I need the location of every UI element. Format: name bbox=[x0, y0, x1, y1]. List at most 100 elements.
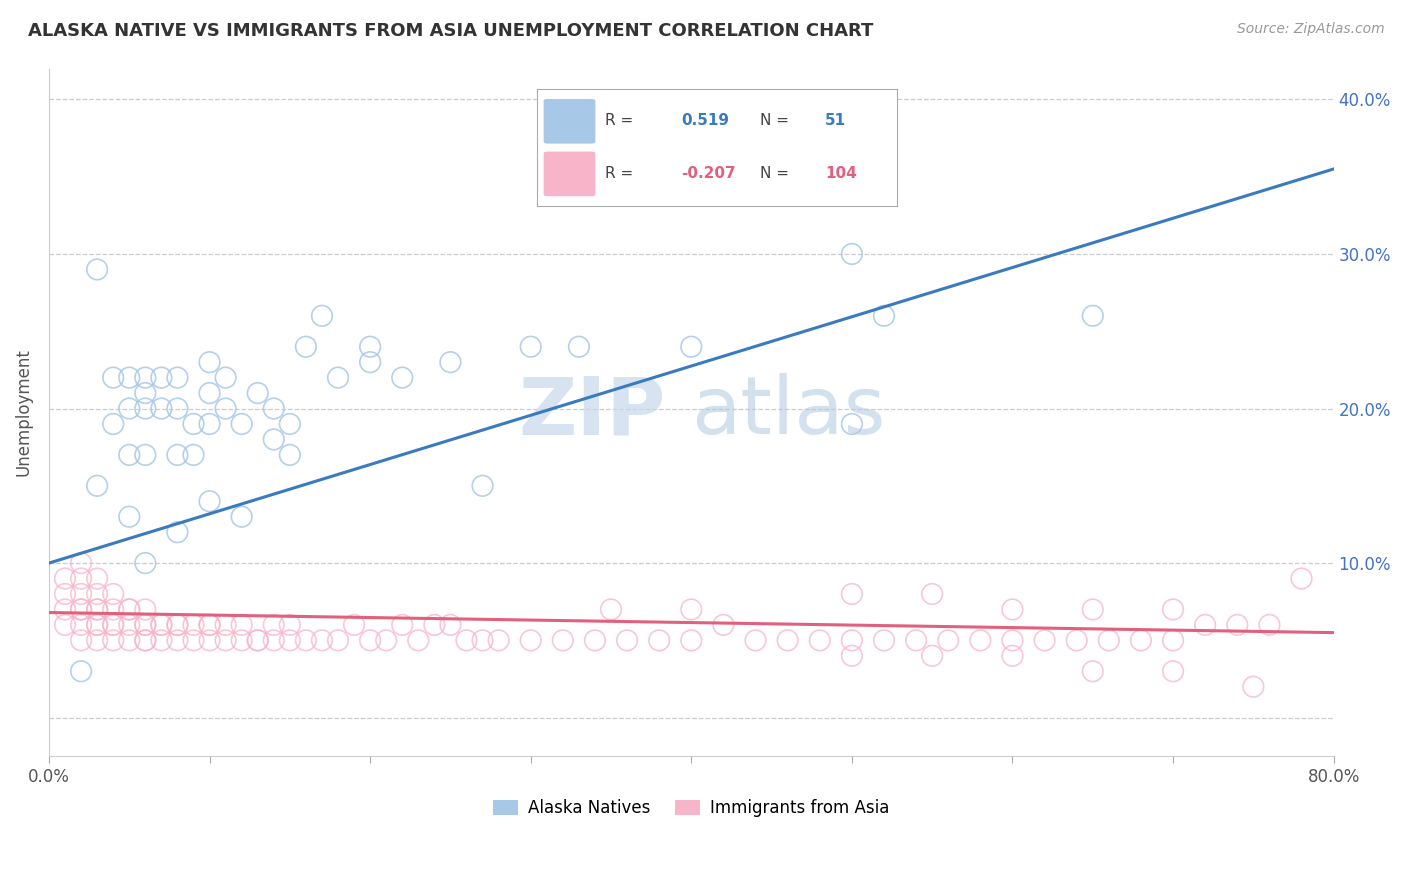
Point bbox=[1161, 633, 1184, 648]
Point bbox=[70, 665, 93, 679]
Point bbox=[1066, 633, 1088, 648]
Point bbox=[936, 633, 959, 648]
Point bbox=[326, 633, 349, 648]
Point bbox=[198, 618, 221, 632]
Point bbox=[118, 401, 141, 416]
Point bbox=[134, 633, 156, 648]
Point bbox=[198, 618, 221, 632]
Point bbox=[70, 572, 93, 586]
Point bbox=[359, 340, 381, 354]
Point bbox=[134, 556, 156, 570]
Point bbox=[166, 370, 188, 384]
Point bbox=[86, 633, 108, 648]
Point bbox=[1081, 309, 1104, 323]
Point bbox=[1001, 648, 1024, 663]
Point bbox=[391, 370, 413, 384]
Point bbox=[231, 618, 253, 632]
Point bbox=[841, 417, 863, 431]
Point bbox=[166, 618, 188, 632]
Point bbox=[343, 618, 366, 632]
Point bbox=[681, 340, 703, 354]
Point bbox=[150, 618, 173, 632]
Point bbox=[86, 602, 108, 616]
Point bbox=[600, 602, 623, 616]
Point bbox=[969, 633, 991, 648]
Point bbox=[118, 633, 141, 648]
Point bbox=[86, 587, 108, 601]
Point bbox=[1194, 618, 1216, 632]
Point bbox=[150, 618, 173, 632]
Point bbox=[86, 479, 108, 493]
Point bbox=[214, 401, 236, 416]
Point bbox=[295, 633, 318, 648]
Point bbox=[713, 618, 735, 632]
Point bbox=[86, 618, 108, 632]
Point bbox=[150, 370, 173, 384]
Point bbox=[70, 633, 93, 648]
Point bbox=[439, 618, 461, 632]
Point bbox=[263, 433, 285, 447]
Point bbox=[471, 633, 494, 648]
Point bbox=[198, 417, 221, 431]
Point bbox=[263, 633, 285, 648]
Point bbox=[118, 509, 141, 524]
Point bbox=[519, 633, 541, 648]
Point bbox=[295, 340, 318, 354]
Point bbox=[841, 247, 863, 261]
Point bbox=[166, 401, 188, 416]
Point bbox=[198, 386, 221, 401]
Point bbox=[713, 138, 735, 153]
Point bbox=[583, 633, 606, 648]
Point bbox=[921, 587, 943, 601]
Point bbox=[103, 417, 125, 431]
Point bbox=[921, 648, 943, 663]
Point bbox=[408, 633, 430, 648]
Point bbox=[263, 401, 285, 416]
Point bbox=[214, 618, 236, 632]
Point bbox=[134, 618, 156, 632]
Point bbox=[134, 618, 156, 632]
Point bbox=[456, 633, 478, 648]
Point bbox=[118, 448, 141, 462]
Point bbox=[198, 355, 221, 369]
Point bbox=[1001, 602, 1024, 616]
Point bbox=[214, 370, 236, 384]
Point bbox=[198, 633, 221, 648]
Point bbox=[905, 633, 928, 648]
Point bbox=[166, 618, 188, 632]
Point bbox=[873, 309, 896, 323]
Point bbox=[519, 340, 541, 354]
Point bbox=[53, 602, 76, 616]
Point bbox=[150, 401, 173, 416]
Point bbox=[808, 633, 831, 648]
Point bbox=[1241, 680, 1264, 694]
Point bbox=[1033, 633, 1056, 648]
Point bbox=[246, 633, 269, 648]
Point bbox=[86, 618, 108, 632]
Point bbox=[1081, 602, 1104, 616]
Point bbox=[53, 572, 76, 586]
Point bbox=[1129, 633, 1152, 648]
Point bbox=[439, 355, 461, 369]
Point bbox=[118, 618, 141, 632]
Point bbox=[776, 633, 799, 648]
Point bbox=[53, 587, 76, 601]
Point bbox=[231, 509, 253, 524]
Point bbox=[118, 602, 141, 616]
Point bbox=[1161, 665, 1184, 679]
Point bbox=[183, 417, 205, 431]
Point bbox=[103, 633, 125, 648]
Legend: Alaska Natives, Immigrants from Asia: Alaska Natives, Immigrants from Asia bbox=[486, 792, 897, 823]
Point bbox=[681, 602, 703, 616]
Point bbox=[1161, 602, 1184, 616]
Point bbox=[103, 587, 125, 601]
Point bbox=[103, 602, 125, 616]
Point bbox=[103, 370, 125, 384]
Point bbox=[134, 602, 156, 616]
Y-axis label: Unemployment: Unemployment bbox=[15, 349, 32, 476]
Point bbox=[246, 386, 269, 401]
Point bbox=[231, 417, 253, 431]
Point bbox=[70, 602, 93, 616]
Point bbox=[134, 386, 156, 401]
Point bbox=[1001, 633, 1024, 648]
